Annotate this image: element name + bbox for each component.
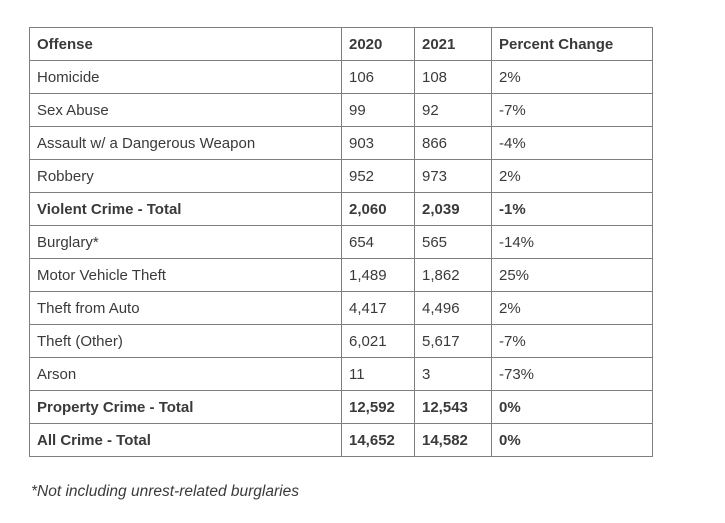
cell-2021: 866 xyxy=(414,126,492,160)
cell-offense: Burglary* xyxy=(29,225,342,259)
footnote: *Not including unrest-related burglaries xyxy=(31,483,299,500)
crime-stats-table-container: Offense 2020 2021 Percent Change Homicid… xyxy=(29,27,653,457)
cell-2021: 973 xyxy=(414,159,492,193)
table-body: Homicide 106 108 2% Sex Abuse 99 92 -7% Assault … xyxy=(29,60,653,457)
cell-2020: 952 xyxy=(341,159,415,193)
table-row: All Crime - Total 14,652 14,582 0% xyxy=(29,423,653,457)
cell-percent-change: 0% xyxy=(491,390,653,424)
table-row: Arson 11 3 -73% xyxy=(29,357,653,391)
cell-2020: 12,592 xyxy=(341,390,415,424)
cell-2020: 99 xyxy=(341,93,415,127)
cell-offense: Homicide xyxy=(29,60,342,94)
cell-2020: 14,652 xyxy=(341,423,415,457)
cell-percent-change: -14% xyxy=(491,225,653,259)
cell-2021: 3 xyxy=(414,357,492,391)
cell-2020: 6,021 xyxy=(341,324,415,358)
cell-2020: 4,417 xyxy=(341,291,415,325)
cell-2020: 1,489 xyxy=(341,258,415,292)
cell-percent-change: -4% xyxy=(491,126,653,160)
cell-2020: 11 xyxy=(341,357,415,391)
cell-2021: 1,862 xyxy=(414,258,492,292)
cell-offense: Sex Abuse xyxy=(29,93,342,127)
cell-percent-change: 2% xyxy=(491,291,653,325)
table-row: Violent Crime - Total 2,060 2,039 -1% xyxy=(29,192,653,226)
cell-2020: 2,060 xyxy=(341,192,415,226)
cell-2021: 108 xyxy=(414,60,492,94)
crime-stats-table: Offense 2020 2021 Percent Change Homicid… xyxy=(29,27,653,457)
table-row: Homicide 106 108 2% xyxy=(29,60,653,94)
column-header-2020: 2020 xyxy=(341,27,415,61)
table-row: Theft from Auto 4,417 4,496 2% xyxy=(29,291,653,325)
table-row: Burglary* 654 565 -14% xyxy=(29,225,653,259)
cell-2021: 2,039 xyxy=(414,192,492,226)
table-row: Property Crime - Total 12,592 12,543 0% xyxy=(29,390,653,424)
cell-percent-change: -7% xyxy=(491,324,653,358)
table-row: Sex Abuse 99 92 -7% xyxy=(29,93,653,127)
cell-percent-change: -1% xyxy=(491,192,653,226)
cell-offense: Motor Vehicle Theft xyxy=(29,258,342,292)
cell-2021: 92 xyxy=(414,93,492,127)
cell-offense: Violent Crime - Total xyxy=(29,192,342,226)
cell-offense: Theft (Other) xyxy=(29,324,342,358)
cell-offense: All Crime - Total xyxy=(29,423,342,457)
table-header: Offense 2020 2021 Percent Change xyxy=(29,27,653,61)
cell-2020: 106 xyxy=(341,60,415,94)
column-header-percent-change: Percent Change xyxy=(491,27,653,61)
cell-percent-change: 2% xyxy=(491,60,653,94)
cell-percent-change: -7% xyxy=(491,93,653,127)
cell-offense: Theft from Auto xyxy=(29,291,342,325)
cell-percent-change: 2% xyxy=(491,159,653,193)
table-row: Motor Vehicle Theft 1,489 1,862 25% xyxy=(29,258,653,292)
cell-2021: 565 xyxy=(414,225,492,259)
table-row: Robbery 952 973 2% xyxy=(29,159,653,193)
cell-2021: 12,543 xyxy=(414,390,492,424)
cell-offense: Property Crime - Total xyxy=(29,390,342,424)
cell-offense: Arson xyxy=(29,357,342,391)
column-header-2021: 2021 xyxy=(414,27,492,61)
cell-2021: 14,582 xyxy=(414,423,492,457)
cell-offense: Assault w/ a Dangerous Weapon xyxy=(29,126,342,160)
cell-percent-change: 0% xyxy=(491,423,653,457)
table-row: Theft (Other) 6,021 5,617 -7% xyxy=(29,324,653,358)
cell-2021: 5,617 xyxy=(414,324,492,358)
cell-offense: Robbery xyxy=(29,159,342,193)
header-row: Offense 2020 2021 Percent Change xyxy=(29,27,653,61)
cell-2021: 4,496 xyxy=(414,291,492,325)
cell-2020: 903 xyxy=(341,126,415,160)
cell-2020: 654 xyxy=(341,225,415,259)
column-header-offense: Offense xyxy=(29,27,342,61)
table-row: Assault w/ a Dangerous Weapon 903 866 -4% xyxy=(29,126,653,160)
cell-percent-change: 25% xyxy=(491,258,653,292)
cell-percent-change: -73% xyxy=(491,357,653,391)
